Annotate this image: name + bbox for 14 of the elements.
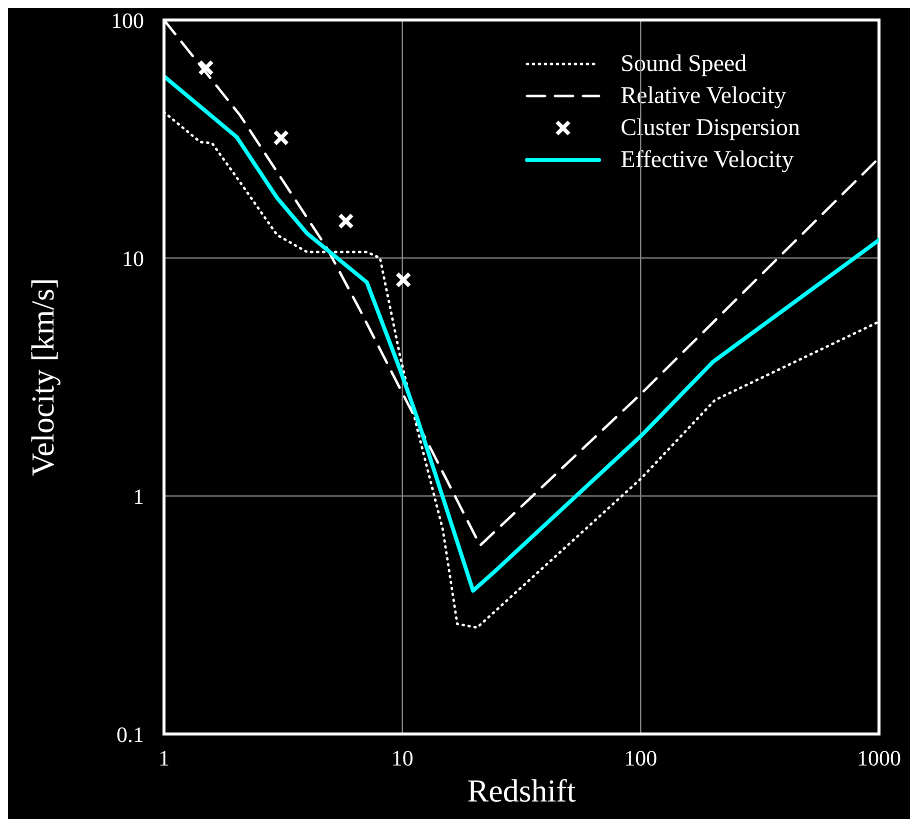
x-tick-label: 100 bbox=[624, 746, 658, 771]
legend-label: Relative Velocity bbox=[620, 82, 786, 110]
y-tick-label: 0.1 bbox=[116, 722, 144, 747]
y-axis-title: Velocity [km/s] bbox=[24, 278, 60, 476]
y-tick-label: 100 bbox=[111, 8, 144, 33]
legend-label: Cluster Dispersion bbox=[620, 114, 800, 142]
legend-label: Sound Speed bbox=[620, 50, 747, 78]
x-axis-title: Redshift bbox=[467, 772, 576, 808]
x-tick-label: 1000 bbox=[857, 746, 901, 771]
legend-label: Effective Velocity bbox=[620, 146, 794, 174]
y-tick-label: 10 bbox=[122, 246, 144, 271]
y-tick-label: 1 bbox=[133, 484, 144, 509]
x-tick-label: 1 bbox=[158, 746, 170, 771]
x-tick-label: 10 bbox=[391, 746, 414, 771]
